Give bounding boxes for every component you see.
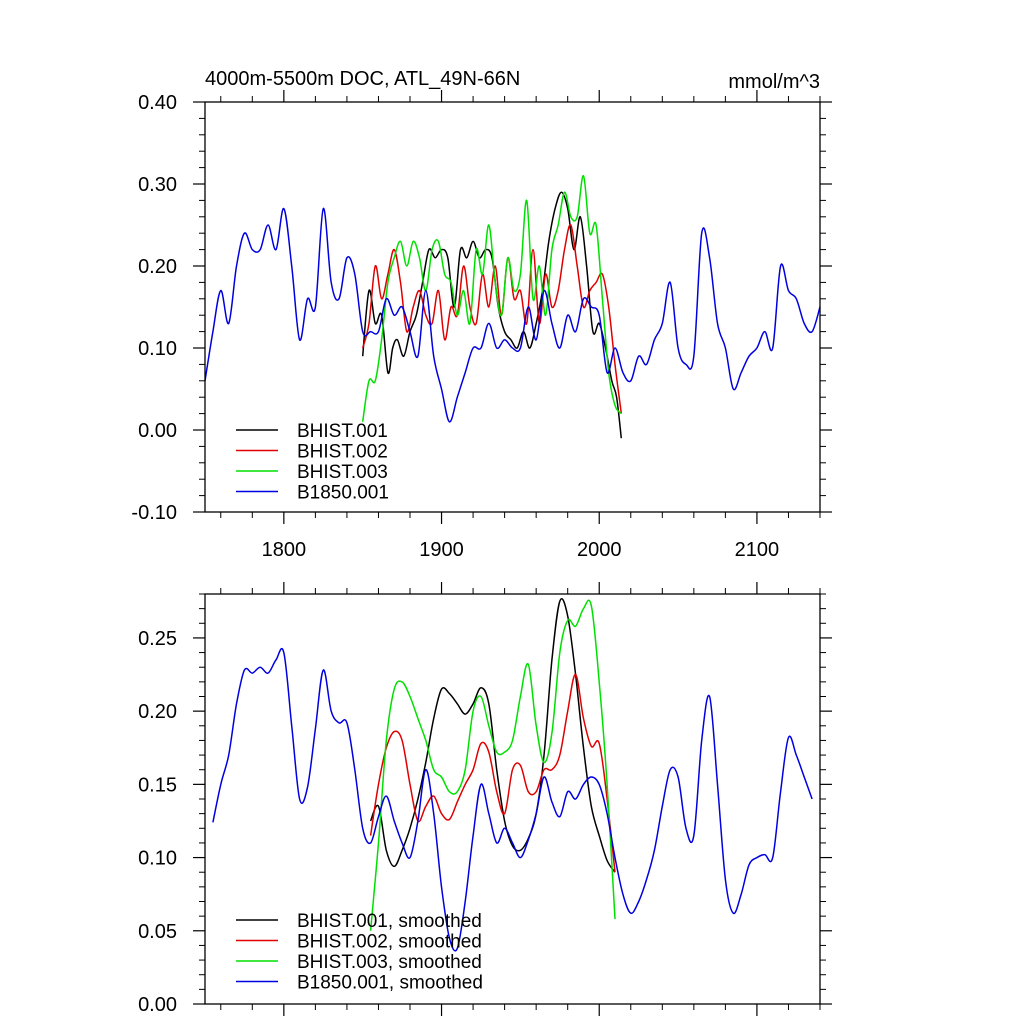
y-tick-label: 0.20 — [138, 256, 177, 278]
legend-label-0: BHIST.001, smoothed — [297, 911, 482, 932]
y-tick-label: 0.00 — [138, 420, 177, 442]
y-tick-label: 0.40 — [138, 92, 177, 114]
legend-label-3: B1850.001, smoothed — [297, 973, 483, 994]
legend-label-1: BHIST.002 — [297, 442, 388, 463]
y-tick-label: -0.10 — [131, 502, 177, 524]
y-tick-label: 0.20 — [138, 701, 177, 723]
legend-label-2: BHIST.003, smoothed — [297, 952, 482, 973]
series-line-3 — [204, 207, 821, 423]
y-tick-label: 0.15 — [138, 774, 177, 796]
bottom-chart-panel: 0.00 0.05 0.10 0.15 0.20 0.25 BHIST.001, smoo… — [138, 582, 832, 1016]
y-tick-label: 0.10 — [138, 338, 177, 360]
top-chart-panel: 4000m-5500m DOC, ATL_49N-66N mmol/m^3 18… — [131, 68, 832, 561]
x-tick-label: 1800 — [262, 539, 307, 561]
bottom-chart-series — [212, 598, 813, 952]
series-line-2 — [369, 599, 616, 931]
x-tick-label: 2000 — [577, 539, 622, 561]
x-tick-label: 1900 — [419, 539, 464, 561]
bottom-chart-ticks: 0.00 0.05 0.10 0.15 0.20 0.25 — [138, 582, 832, 1016]
top-chart-frame — [204, 101, 821, 513]
y-tick-label: 0.00 — [138, 994, 177, 1016]
legend-label-3: B1850.001 — [297, 483, 389, 504]
y-tick-label: 0.30 — [138, 174, 177, 196]
legend-label-2: BHIST.003 — [297, 462, 388, 483]
top-chart-units: mmol/m^3 — [728, 71, 820, 93]
series-line-2 — [361, 175, 622, 422]
x-tick-label: 2100 — [735, 539, 780, 561]
bottom-chart-frame — [204, 593, 821, 1005]
legend-label-1: BHIST.002, smoothed — [297, 932, 482, 953]
series-line-0 — [361, 191, 623, 439]
top-chart-ticks: 1800 1900 2000 2100 -0.10 0.00 0.10 0.20 0.30 0.4… — [131, 90, 832, 561]
legend-label-0: BHIST.001 — [297, 421, 388, 442]
series-line-1 — [361, 224, 623, 414]
y-tick-label: 0.10 — [138, 848, 177, 870]
series-line-1 — [369, 673, 616, 873]
top-chart-series — [204, 175, 821, 439]
series-line-3 — [212, 647, 813, 952]
y-tick-label: 0.25 — [138, 628, 177, 650]
top-chart-title: 4000m-5500m DOC, ATL_49N-66N — [205, 68, 520, 90]
y-tick-label: 0.05 — [138, 921, 177, 943]
